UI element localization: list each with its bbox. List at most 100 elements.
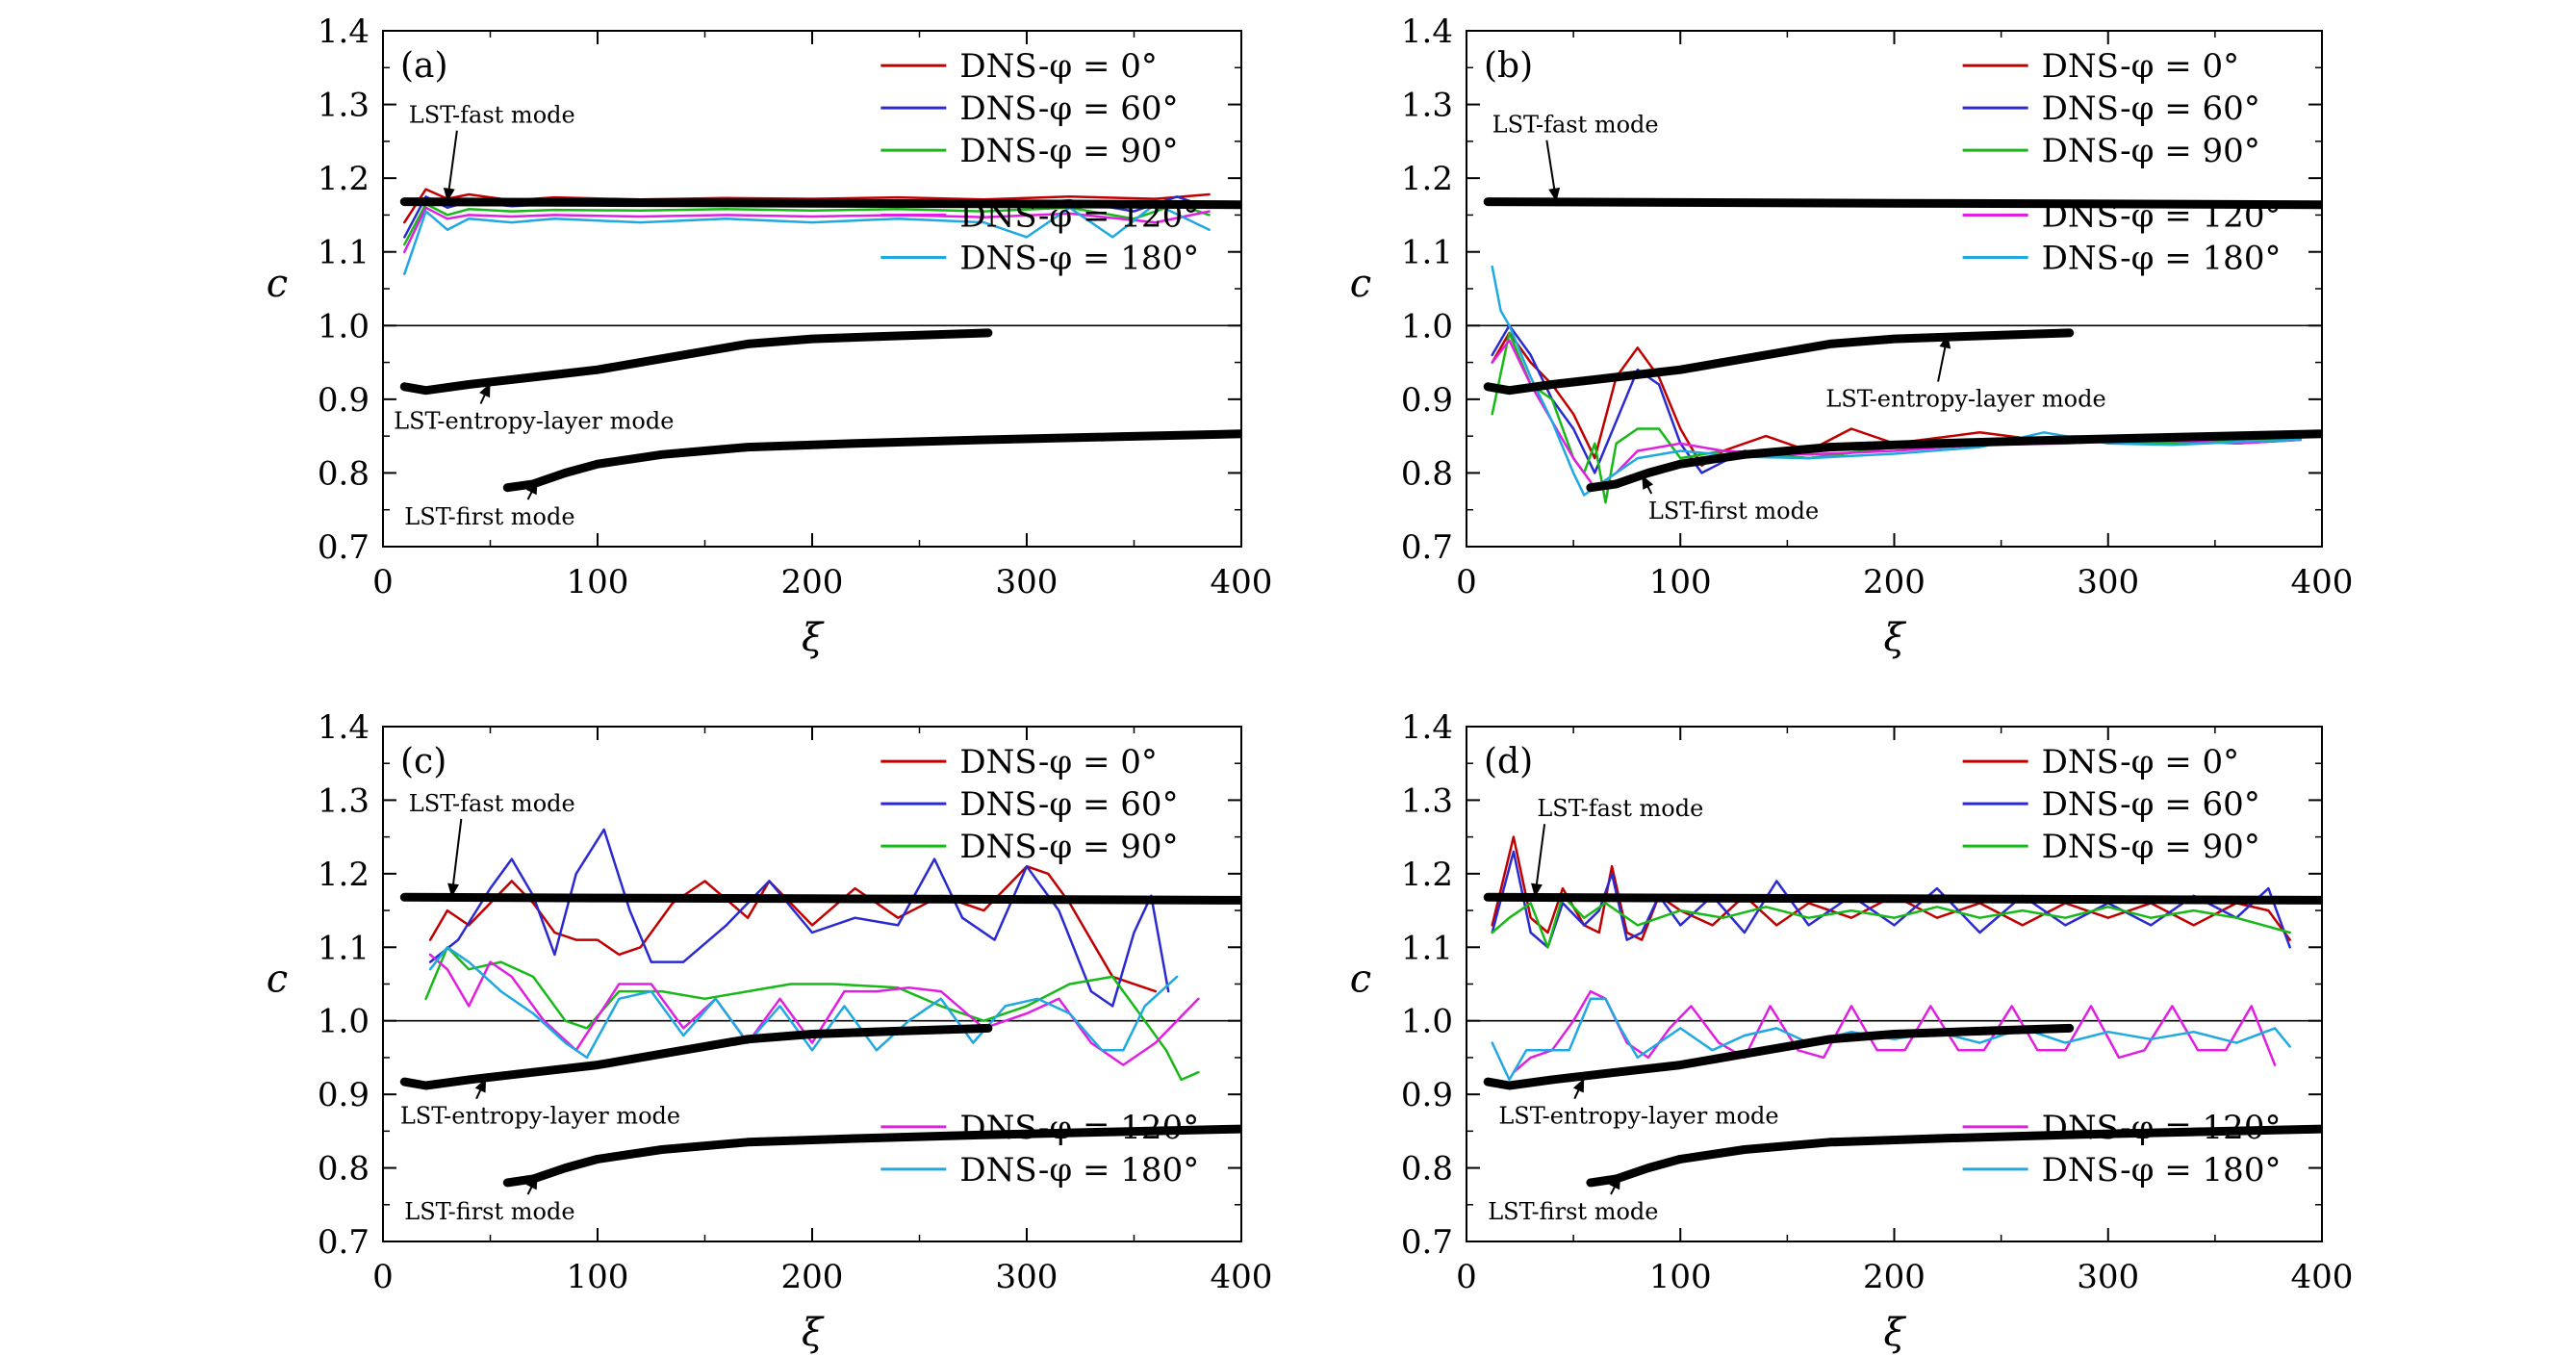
- legend-label: DNS-φ = 120°: [959, 197, 1199, 236]
- y-tick-label: 0.7: [318, 528, 370, 567]
- x-tick-label: 0: [1456, 1258, 1477, 1296]
- series-dns-0: [428, 864, 1158, 993]
- series-lst-fast-mode: [1483, 892, 2322, 905]
- annotation-arrowhead: [1642, 474, 1654, 490]
- annotation-arrowhead: [1939, 334, 1951, 349]
- legend-label: DNS-φ = 180°: [2042, 240, 2282, 278]
- panel-label: (c): [400, 742, 446, 781]
- legend-label: DNS-φ = 180°: [959, 1151, 1199, 1190]
- panel-label: (b): [1484, 46, 1533, 86]
- x-tick-label: 400: [1211, 563, 1273, 601]
- series-lst-entropy-layer-mode: [1483, 328, 2075, 396]
- annotation-arrowhead: [479, 383, 491, 398]
- y-tick-label: 0.7: [1401, 1223, 1453, 1262]
- series-lst-entropy-layer-mode: [399, 328, 993, 396]
- series-lst-first-mode: [1586, 1124, 2322, 1188]
- y-tick-label: 1.0: [1401, 307, 1453, 345]
- y-axis-title: c: [1350, 262, 1371, 306]
- x-axis-title: ξ: [1883, 616, 1906, 660]
- y-axis-title: c: [1350, 958, 1371, 1002]
- y-tick-label: 0.7: [1401, 528, 1453, 567]
- chart-panel: 0 100 200 300 400 0.7 0.8 0.9 1.0 1.1 1.2 1.3 1.4 ξ c (…: [267, 708, 1273, 1355]
- x-tick-label: 100: [567, 1258, 629, 1296]
- x-tick-label: 200: [1863, 563, 1926, 601]
- legend-label: DNS-φ = 90°: [959, 132, 1178, 170]
- series-dns-120: [403, 206, 1211, 253]
- y-tick-label: 1.2: [318, 856, 370, 894]
- legend-label: DNS-φ = 120°: [2042, 197, 2282, 236]
- legend-label: DNS-φ = 60°: [959, 90, 1178, 128]
- y-tick-label: 1.4: [1401, 708, 1453, 747]
- series-lst-first-mode: [1586, 429, 2322, 493]
- series-dns-90: [403, 202, 1211, 246]
- x-tick-label: 100: [1649, 563, 1712, 601]
- plot-area: [1483, 835, 2322, 1188]
- y-tick-label: 1.3: [1401, 781, 1453, 820]
- y-tick-label: 0.9: [1401, 1076, 1453, 1114]
- annotation-label: LST-entropy-layer mode: [1498, 1103, 1778, 1130]
- annotation-label: LST-first mode: [404, 503, 574, 530]
- x-tick-label: 0: [372, 1258, 394, 1296]
- y-tick-label: 1.4: [318, 13, 370, 51]
- legend-label: DNS-φ = 90°: [2042, 828, 2260, 866]
- annotation-label: LST-fast mode: [1537, 795, 1703, 822]
- annotation-label: LST-first mode: [1648, 498, 1819, 524]
- chart-panel: 0 100 200 300 400 0.7 0.8 0.9 1.0 1.1 1.2 1.3 1.4 ξ c (…: [267, 13, 1273, 660]
- legend-label: DNS-φ = 90°: [2042, 132, 2260, 170]
- annotation-arrowhead: [474, 1078, 487, 1093]
- plot-area: [1483, 197, 2322, 504]
- legend-label: DNS-φ = 0°: [2042, 47, 2240, 86]
- legend-label: DNS-φ = 60°: [959, 785, 1178, 824]
- x-axis-title: ξ: [802, 1311, 825, 1355]
- y-tick-label: 1.2: [318, 160, 370, 198]
- plot-area: [399, 828, 1241, 1188]
- legend-label: DNS-φ = 90°: [959, 828, 1178, 866]
- y-tick-label: 1.2: [1401, 856, 1453, 894]
- annotation-arrowhead: [1572, 1078, 1585, 1093]
- y-tick-label: 0.9: [318, 1076, 370, 1114]
- series-lst-entropy-layer-mode: [1483, 1023, 2075, 1090]
- series-lst-fast-mode: [399, 197, 1241, 210]
- y-tick-label: 0.8: [318, 1150, 370, 1189]
- y-tick-label: 1.0: [1401, 1003, 1453, 1041]
- legend-label: DNS-φ = 60°: [2042, 90, 2260, 128]
- x-tick-label: 0: [372, 563, 394, 601]
- annotation-arrowhead: [1609, 1175, 1621, 1190]
- series-dns-180: [428, 946, 1179, 1060]
- legend-label: DNS-φ = 0°: [959, 743, 1158, 781]
- legend-label: DNS-φ = 120°: [2042, 1109, 2282, 1147]
- series-lst-entropy-layer-mode: [399, 1023, 993, 1090]
- series-dns-60: [1491, 850, 2291, 949]
- series-lst-first-mode: [502, 1124, 1241, 1188]
- y-tick-label: 1.1: [1401, 929, 1453, 967]
- plot-area: [399, 188, 1241, 493]
- x-tick-label: 200: [781, 563, 844, 601]
- annotation-arrowhead: [1530, 883, 1543, 898]
- panel-label: (a): [400, 46, 448, 86]
- series-dns-180: [1491, 997, 2291, 1082]
- y-tick-label: 0.8: [1401, 1150, 1453, 1189]
- legend-label: DNS-φ = 60°: [2042, 785, 2260, 824]
- x-tick-label: 300: [2077, 1258, 2139, 1296]
- annotation-arrowhead: [525, 480, 538, 496]
- series-lst-fast-mode: [399, 892, 1241, 905]
- annotation-label: LST-fast mode: [409, 102, 575, 129]
- annotation-label: LST-entropy-layer mode: [400, 1103, 680, 1130]
- annotation-label: LST-entropy-layer mode: [1825, 386, 2105, 413]
- y-tick-label: 1.2: [1401, 160, 1453, 198]
- y-axis-title: c: [267, 262, 288, 306]
- chart-panel: 0 100 200 300 400 0.7 0.8 0.9 1.0 1.1 1.2 1.3 1.4 ξ c (…: [1350, 13, 2354, 660]
- series-dns-90: [424, 946, 1200, 1082]
- series-dns-180: [403, 202, 1211, 275]
- y-tick-label: 0.9: [318, 381, 370, 420]
- annotation-label: LST-fast mode: [1492, 112, 1659, 139]
- y-axis-title: c: [267, 958, 288, 1002]
- y-tick-label: 1.0: [318, 1003, 370, 1041]
- annotation-arrowhead: [1548, 187, 1561, 202]
- x-tick-label: 400: [2291, 563, 2354, 601]
- series-lst-first-mode: [502, 429, 1241, 493]
- x-tick-label: 400: [1211, 1258, 1273, 1296]
- x-tick-label: 300: [996, 563, 1058, 601]
- x-tick-label: 100: [1649, 1258, 1712, 1296]
